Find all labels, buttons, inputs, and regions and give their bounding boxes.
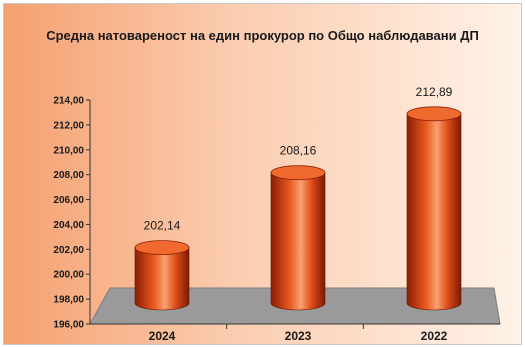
y-tick-label: 206,00 — [53, 195, 84, 206]
y-tick-label: 204,00 — [53, 220, 84, 231]
chart-title: Средна натовареност на един прокурор по … — [46, 28, 479, 43]
y-tick-label: 200,00 — [53, 270, 84, 281]
y-tick-label: 196,00 — [53, 320, 84, 331]
bar-2022 — [406, 113, 462, 311]
bar-top-2022 — [406, 106, 462, 122]
data-label-2022: 212,89 — [416, 85, 453, 99]
bar-top-2023 — [270, 165, 326, 181]
y-tick-label: 212,00 — [53, 120, 84, 131]
x-tick-label-2022: 2022 — [421, 329, 448, 343]
y-tick-label: 214,00 — [53, 96, 84, 107]
data-label-2023: 208,16 — [280, 144, 317, 158]
bar-top-2024 — [134, 240, 190, 255]
x-tick-label-2024: 2024 — [149, 329, 176, 343]
data-label-2024: 202,14 — [144, 219, 181, 233]
x-tick-label-2023: 2023 — [285, 329, 312, 343]
bar-2024 — [134, 247, 190, 311]
y-tick-label: 198,00 — [53, 295, 84, 306]
bar-2023 — [270, 172, 326, 311]
chart-plot: 196,00 198,00 200,00 202,00 204,00 206,00 208,… — [53, 85, 501, 343]
chart-frame: Средна натовареност на един прокурор по … — [3, 3, 522, 345]
y-tick-label: 202,00 — [53, 245, 84, 256]
y-tick-label: 210,00 — [53, 145, 84, 156]
y-tick-label: 208,00 — [53, 170, 84, 181]
